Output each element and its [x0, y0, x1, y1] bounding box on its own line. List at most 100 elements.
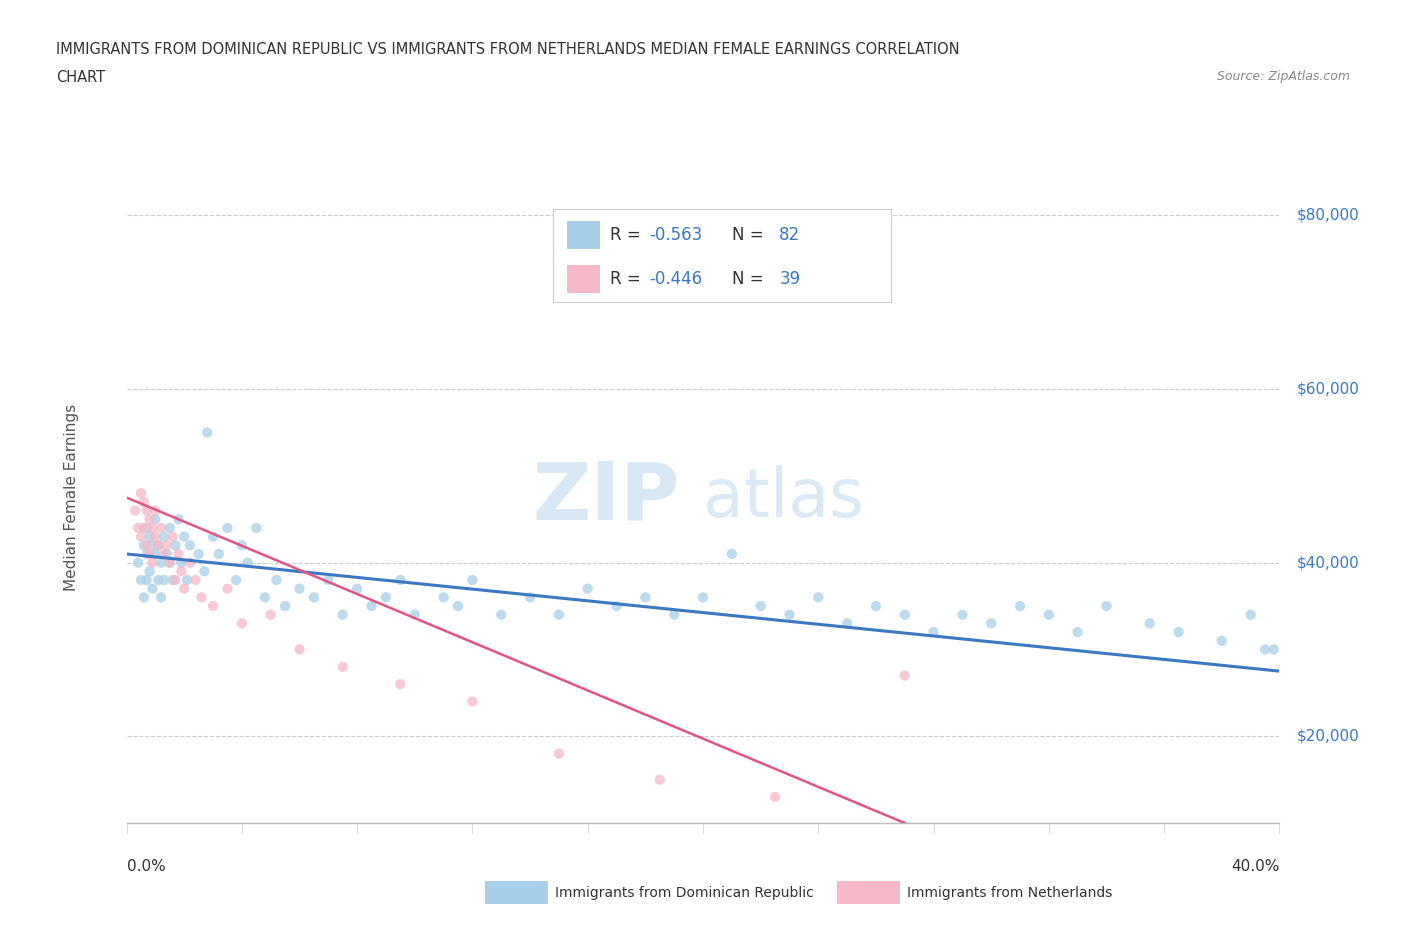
Point — [148, 573, 170, 588]
Point — [1067, 625, 1090, 640]
Point — [274, 599, 297, 614]
Point — [150, 521, 173, 536]
Text: $20,000: $20,000 — [1296, 729, 1360, 744]
Point — [127, 555, 149, 570]
Text: atlas: atlas — [703, 465, 863, 530]
Point — [576, 581, 599, 596]
Point — [980, 616, 1002, 631]
Point — [288, 581, 311, 596]
Point — [302, 590, 325, 604]
Point — [138, 564, 160, 578]
Point — [145, 547, 166, 562]
Text: 40.0%: 40.0% — [1232, 859, 1279, 874]
Point — [170, 555, 193, 570]
Point — [332, 659, 354, 674]
Point — [129, 485, 152, 500]
Text: R =: R = — [610, 270, 647, 288]
Point — [187, 547, 209, 562]
Point — [153, 573, 176, 588]
Text: IMMIGRANTS FROM DOMINICAN REPUBLIC VS IMMIGRANTS FROM NETHERLANDS MEDIAN FEMALE : IMMIGRANTS FROM DOMINICAN REPUBLIC VS IM… — [56, 42, 960, 57]
Point — [162, 573, 184, 588]
Text: $80,000: $80,000 — [1296, 208, 1360, 223]
Text: 0.0%: 0.0% — [127, 859, 166, 874]
Point — [1038, 607, 1060, 622]
Point — [202, 599, 225, 614]
Point — [548, 607, 571, 622]
Point — [389, 573, 412, 588]
Point — [135, 538, 157, 552]
Point — [202, 529, 225, 544]
Point — [236, 555, 259, 570]
Point — [389, 677, 412, 692]
Point — [150, 555, 173, 570]
Point — [138, 529, 160, 544]
Point — [170, 564, 193, 578]
Point — [132, 590, 155, 604]
Text: 39: 39 — [779, 270, 800, 288]
Point — [156, 538, 179, 552]
Text: Immigrants from Dominican Republic: Immigrants from Dominican Republic — [555, 885, 814, 900]
Point — [127, 521, 149, 536]
Point — [141, 521, 163, 536]
Point — [159, 555, 181, 570]
Point — [132, 521, 155, 536]
Point — [648, 772, 671, 787]
Point — [1254, 642, 1277, 657]
Point — [1008, 599, 1031, 614]
Point — [749, 599, 772, 614]
Point — [159, 555, 181, 570]
Point — [894, 607, 917, 622]
Point — [173, 581, 195, 596]
Point — [141, 555, 163, 570]
Point — [173, 529, 195, 544]
Point — [153, 547, 176, 562]
Point — [1240, 607, 1263, 622]
Point — [135, 573, 157, 588]
Point — [153, 529, 176, 544]
Bar — [567, 265, 600, 293]
Point — [259, 607, 281, 622]
Point — [145, 512, 166, 526]
Text: CHART: CHART — [56, 70, 105, 85]
Point — [129, 573, 152, 588]
Text: Median Female Earnings: Median Female Earnings — [63, 404, 79, 591]
Point — [141, 581, 163, 596]
Point — [461, 573, 484, 588]
Text: N =: N = — [733, 226, 769, 245]
Point — [489, 607, 512, 622]
Point — [922, 625, 945, 640]
Point — [779, 607, 801, 622]
Point — [950, 607, 973, 622]
Point — [548, 746, 571, 761]
Point — [190, 590, 212, 604]
Bar — [567, 221, 600, 249]
Text: N =: N = — [733, 270, 769, 288]
Point — [720, 547, 742, 562]
Point — [138, 547, 160, 562]
Point — [141, 538, 163, 552]
Point — [835, 616, 858, 631]
Point — [1139, 616, 1161, 631]
Point — [692, 590, 714, 604]
Point — [763, 790, 786, 804]
Text: R =: R = — [610, 226, 647, 245]
Point — [865, 599, 887, 614]
Point — [217, 521, 239, 536]
Point — [346, 581, 368, 596]
Point — [1095, 599, 1118, 614]
Point — [266, 573, 288, 588]
Text: Immigrants from Netherlands: Immigrants from Netherlands — [907, 885, 1112, 900]
Point — [184, 573, 207, 588]
Point — [217, 581, 239, 596]
Point — [807, 590, 830, 604]
Point — [894, 668, 917, 683]
Point — [225, 573, 247, 588]
Text: $40,000: $40,000 — [1296, 555, 1360, 570]
Point — [318, 573, 340, 588]
Point — [1167, 625, 1189, 640]
Text: $60,000: $60,000 — [1296, 381, 1360, 396]
Text: -0.446: -0.446 — [650, 270, 703, 288]
Point — [1211, 633, 1233, 648]
Text: 82: 82 — [779, 226, 800, 245]
Point — [1263, 642, 1285, 657]
